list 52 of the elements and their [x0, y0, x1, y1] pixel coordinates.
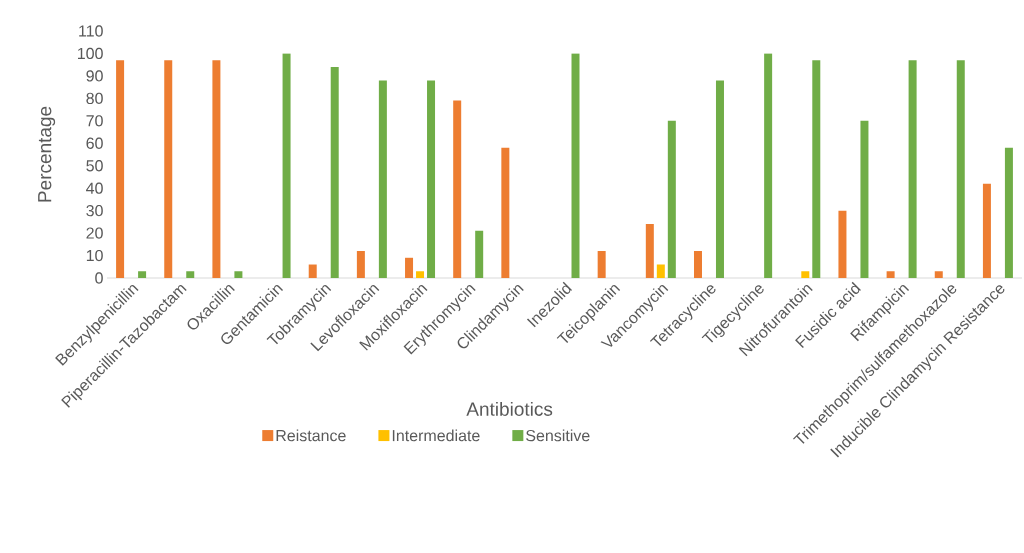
y-tick-label: 70: [86, 115, 103, 127]
bar: [138, 271, 147, 278]
bar: [693, 251, 702, 278]
bar: [1004, 147, 1013, 278]
bar: [908, 60, 917, 278]
bar: [801, 271, 810, 278]
y-tick-label: 40: [86, 182, 103, 194]
legend-label: Intermediate: [392, 429, 480, 442]
bar: [405, 257, 414, 278]
bar: [164, 60, 173, 278]
y-tick-label: 50: [86, 160, 103, 172]
bar: [308, 264, 317, 278]
bar: [812, 60, 821, 278]
y-tick-label: 30: [86, 204, 103, 217]
bar: [501, 147, 510, 278]
y-axis-title: Percentage: [38, 106, 56, 202]
y-tick-label: 90: [86, 70, 103, 82]
bar: [475, 230, 484, 278]
bar: [282, 53, 291, 278]
bar: [838, 210, 847, 278]
bar: [212, 60, 221, 278]
y-tick-label: 10: [86, 249, 103, 262]
y-tick-label: 60: [86, 137, 103, 149]
bar: [764, 53, 773, 278]
legend-label: Sensitive: [526, 429, 590, 442]
bar: [656, 264, 665, 278]
bar: [597, 251, 606, 278]
bar: [715, 80, 724, 278]
y-tick-label: 100: [78, 47, 103, 60]
bar: [886, 271, 895, 278]
bar: [427, 80, 436, 278]
bar: [186, 271, 195, 278]
bar: [330, 66, 339, 278]
y-tick-label: 110: [79, 25, 103, 37]
y-tick-label: 20: [86, 227, 103, 239]
bar: [934, 271, 943, 278]
x-axis-title: Antibiotics: [466, 401, 553, 416]
y-tick-label: 0: [95, 272, 103, 284]
bar: [571, 53, 580, 278]
bar: [416, 271, 425, 278]
bar: [956, 60, 965, 278]
bar: [116, 60, 125, 278]
bar: [860, 120, 869, 278]
y-tick-label: 80: [86, 92, 103, 105]
bar: [234, 271, 243, 278]
bar: [453, 100, 462, 278]
bar: [982, 183, 991, 278]
bar: [378, 80, 387, 278]
bar: [667, 120, 676, 278]
legend-label: Reistance: [276, 429, 346, 442]
bar: [645, 224, 654, 278]
bar: [356, 251, 365, 278]
